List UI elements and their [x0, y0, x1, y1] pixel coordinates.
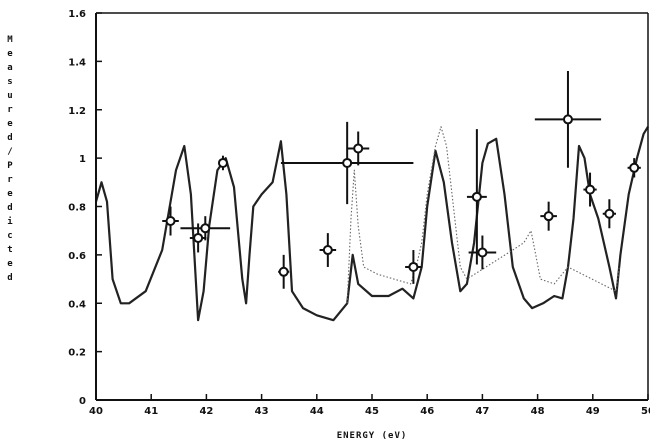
- y-tick-label: 0.2: [68, 348, 86, 359]
- x-tick-label: 42: [199, 406, 213, 417]
- y-axis-label-char: s: [7, 77, 12, 87]
- x-tick-label: 40: [89, 406, 103, 417]
- measurement-point: [466, 129, 487, 265]
- y-tick-label: 1.6: [68, 9, 86, 20]
- measurement-point: [347, 131, 370, 166]
- solid-series-line: [94, 126, 649, 322]
- measurement-marker: [278, 266, 289, 277]
- x-tick-label: 49: [586, 406, 600, 417]
- y-tick-label: 1.4: [68, 57, 86, 68]
- measurement-point: [162, 206, 179, 236]
- y-axis-label-char: r: [7, 175, 13, 185]
- measurement-marker: [585, 184, 596, 195]
- y-axis-label-char: /: [7, 147, 12, 157]
- measurement-point: [602, 199, 616, 229]
- y-axis-label-char: d: [7, 203, 12, 213]
- x-tick-label: 50: [641, 406, 650, 417]
- measurement-marker: [322, 245, 333, 256]
- y-axis-label-char: i: [7, 216, 13, 227]
- measurement-marker: [629, 162, 640, 173]
- measurement-marker: [408, 261, 419, 272]
- x-tick-label: 46: [420, 406, 434, 417]
- measurement-marker: [217, 157, 228, 168]
- measurement-point: [180, 216, 231, 241]
- y-tick-label: 1.2: [68, 106, 86, 117]
- y-axis-label-char: e: [7, 189, 13, 199]
- y-axis-label-char: e: [7, 259, 13, 269]
- measurement-marker: [604, 208, 615, 219]
- y-tick-label: 0: [79, 396, 86, 407]
- measurement-marker: [562, 114, 573, 125]
- x-tick-label: 45: [365, 406, 379, 417]
- y-axis-label-char: c: [7, 231, 12, 241]
- measurement-marker: [165, 216, 176, 227]
- measurement-point: [319, 233, 337, 267]
- y-axis-label-char: a: [7, 63, 12, 73]
- measurement-marker: [342, 157, 353, 168]
- x-tick-label: 48: [531, 406, 545, 417]
- axis-layer: 40 41 42 43 44 45 46 47 48 49 50 0 0.2 0.4 0.6 0.8 1 1.2 1…: [68, 9, 650, 417]
- y-axis-label-char: d: [7, 133, 12, 143]
- x-tick-label: 41: [144, 406, 158, 417]
- y-tick-label: 1: [79, 154, 86, 165]
- measurement-marker: [353, 143, 364, 154]
- y-axis-label-char: u: [7, 91, 12, 101]
- y-axis-label-char: M: [7, 35, 13, 45]
- measurement-point: [280, 121, 414, 205]
- x-tick-label: 44: [310, 406, 324, 417]
- measurement-point: [534, 71, 602, 168]
- measurement-marker: [200, 223, 211, 234]
- series-layer: [94, 126, 649, 322]
- y-tick-label: 0.6: [68, 251, 86, 262]
- measurement-point: [583, 172, 597, 207]
- measurement-point: [405, 250, 422, 284]
- measurement-point: [217, 155, 228, 171]
- measurement-point: [627, 158, 641, 178]
- measurement-point: [540, 201, 557, 231]
- x-axis-label: ENERGY (eV): [337, 431, 408, 441]
- y-tick-label: 0.4: [68, 299, 86, 310]
- measurement-marker: [193, 232, 204, 243]
- measurement-marker: [477, 247, 488, 258]
- measurement-point: [468, 235, 497, 270]
- measurement-marker: [543, 211, 554, 222]
- y-tick-label: 0.8: [68, 203, 86, 214]
- y-axis-label-char: P: [7, 161, 13, 171]
- x-tick-label: 43: [255, 406, 269, 417]
- measurement-marker: [471, 191, 482, 202]
- y-axis-label-char: e: [7, 49, 13, 59]
- x-tick-label: 47: [475, 406, 489, 417]
- measurement-layer: [162, 71, 641, 289]
- y-axis-label-char: e: [7, 119, 13, 129]
- y-axis-label-char: t: [7, 245, 12, 255]
- y-axis-label-char: d: [7, 273, 12, 283]
- y-axis-label-char: r: [7, 105, 13, 115]
- measurement-point: [278, 254, 290, 289]
